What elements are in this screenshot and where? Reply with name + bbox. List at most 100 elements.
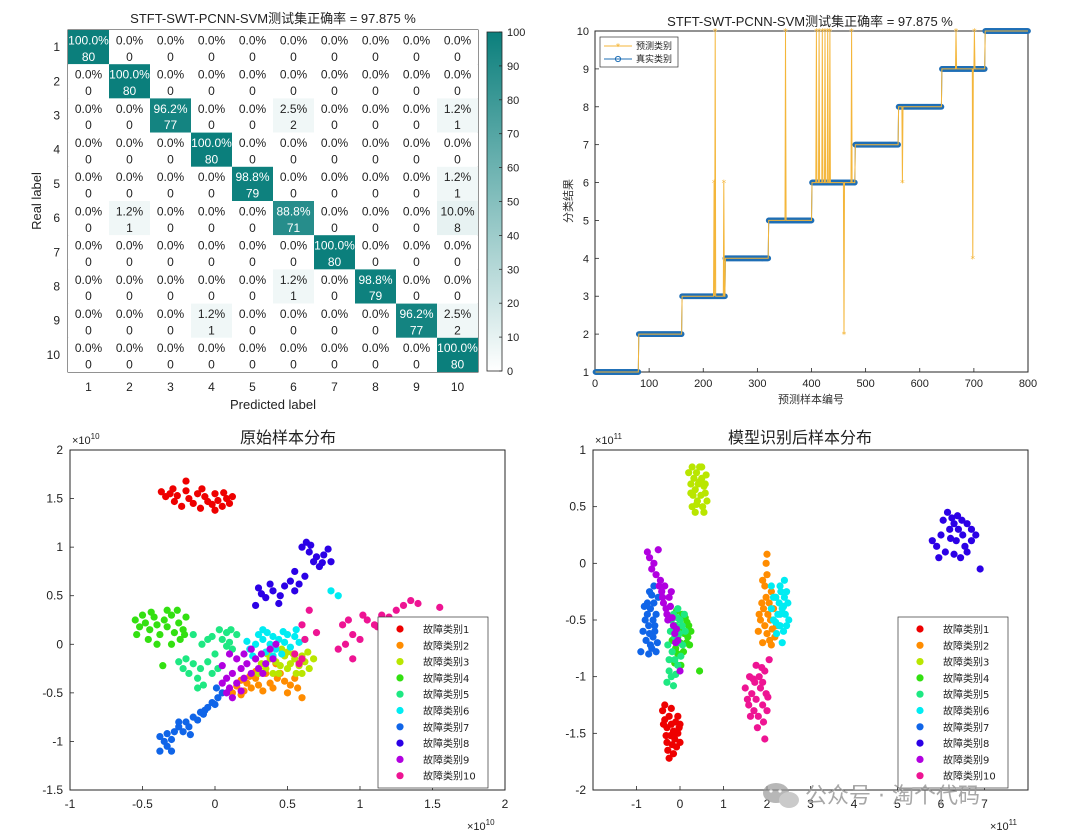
scatter-point [676, 720, 684, 728]
scatter-point [658, 588, 666, 596]
confusion-matrix-cell [232, 303, 273, 338]
scatter-point [182, 655, 190, 663]
cell-count-label: 0 [126, 323, 133, 337]
cell-count-label: 0 [331, 187, 338, 201]
cell-percent-label: 0.0% [239, 341, 267, 355]
x-tick-label: 1 [357, 797, 364, 811]
scatter-point [779, 602, 788, 611]
x-exponent-power: 10 [486, 818, 495, 827]
confusion-matrix-cell [191, 132, 232, 167]
x-tick-label: 2 [764, 797, 771, 811]
scatter-point [259, 626, 267, 634]
scatter-point [928, 537, 936, 545]
scatter-point [952, 537, 960, 545]
cell-percent-label: 0.0% [75, 273, 103, 287]
confusion-matrix-cell [273, 30, 314, 65]
cell-percent-label: 0.0% [321, 341, 349, 355]
scatter-point [763, 550, 771, 558]
scatter-point [663, 610, 671, 618]
confusion-matrix-title: STFT-SWT-PCNN-SVM测试集正确率 = 97.875 % [130, 11, 416, 26]
scatter-point [318, 559, 326, 567]
cell-percent-label: 0.0% [75, 341, 103, 355]
confusion-matrix-cell [232, 201, 273, 236]
scatter-point [668, 614, 676, 622]
scatter-point [175, 619, 183, 627]
confusion-matrix-cell [273, 64, 314, 99]
confusion-matrix-cell [191, 337, 232, 372]
confusion-matrix-cell [355, 166, 396, 201]
scatter-point [692, 500, 701, 508]
scatter-point [681, 627, 689, 635]
prediction-chart-title: STFT-SWT-PCNN-SVM测试集正确率 = 97.875 % [667, 14, 953, 29]
cell-count-label: 0 [372, 84, 379, 98]
y-tick-label: 6 [53, 211, 60, 225]
y-tick-label: -1 [575, 670, 586, 684]
y-tick-label: 8 [583, 102, 589, 114]
cell-count-label: 0 [249, 50, 256, 64]
scatter-point [283, 689, 292, 697]
confusion-matrix-cell [191, 201, 232, 236]
cell-percent-label: 1.2% [444, 170, 472, 184]
scatter-point [233, 630, 241, 639]
cell-count-label: 77 [164, 118, 178, 132]
scatter-point [272, 640, 280, 648]
scatter-point [223, 642, 231, 650]
predicted-class-marker: * [712, 179, 717, 189]
cell-percent-label: 0.0% [157, 68, 185, 82]
scatter-point [286, 643, 294, 651]
scatter-point [257, 590, 265, 598]
cell-count-label: 0 [290, 50, 297, 64]
scatter-point [669, 750, 678, 758]
cell-count-label: 0 [126, 118, 133, 132]
confusion-matrix-cell [232, 269, 273, 304]
scatter-point [312, 629, 321, 637]
scatter-point [950, 550, 958, 558]
scatter-point [295, 638, 303, 646]
confusion-matrix-cell [150, 337, 191, 372]
cell-count-label: 0 [290, 152, 297, 166]
scatter-point [672, 729, 680, 737]
cell-percent-label: 0.0% [157, 273, 185, 287]
cell-count-label: 0 [331, 152, 338, 166]
scatter-point [237, 687, 245, 695]
legend-predicted-label: 预测类别 [636, 40, 672, 52]
predicted-class-marker: * [820, 28, 825, 38]
cell-count-label: 0 [167, 84, 174, 98]
scatter-point [703, 497, 711, 505]
watermark-text: 公众号 · 淘个代码 [805, 784, 980, 809]
scatter-point [672, 625, 681, 633]
legend-predicted-marker: * [616, 43, 621, 53]
scatter-point [649, 633, 657, 641]
scatter-point [220, 489, 228, 497]
scatter-point [211, 506, 219, 514]
scatter-point [186, 731, 194, 739]
legend-label: 故障类别1 [943, 623, 989, 636]
cell-percent-label: 0.0% [157, 239, 185, 253]
scatter-point [305, 548, 313, 556]
scatter-point [702, 471, 710, 479]
scatter-point [291, 567, 299, 576]
scatter-point [310, 655, 318, 663]
original-sample-scatter: -1 -0.5 0 0.5 1 1.5 2-1.5-1-0.500.511.52 原始样本分… [42, 428, 508, 833]
cell-count-label: 0 [372, 323, 379, 337]
y-tick-label: 0 [579, 556, 586, 570]
scatter-point [761, 735, 769, 743]
y-tick-label: 4 [583, 253, 589, 265]
scatter-point [779, 627, 788, 635]
scatter-point [163, 606, 171, 614]
cell-count-label: 0 [413, 84, 420, 98]
cell-percent-label: 0.0% [116, 273, 144, 287]
scatter-point [212, 684, 221, 692]
cell-percent-label: 0.0% [157, 170, 185, 184]
scatter-point [668, 648, 676, 656]
scatter-point [269, 655, 277, 663]
y-exponent-base: ×10 [595, 435, 614, 447]
confusion-matrix-cell [273, 201, 314, 236]
scatter-point [759, 576, 767, 584]
scatter-point [765, 656, 773, 664]
scatter-point [153, 621, 161, 629]
scatter-point [298, 669, 306, 678]
confusion-matrix-cell [232, 337, 273, 372]
scatter-point [257, 650, 265, 658]
